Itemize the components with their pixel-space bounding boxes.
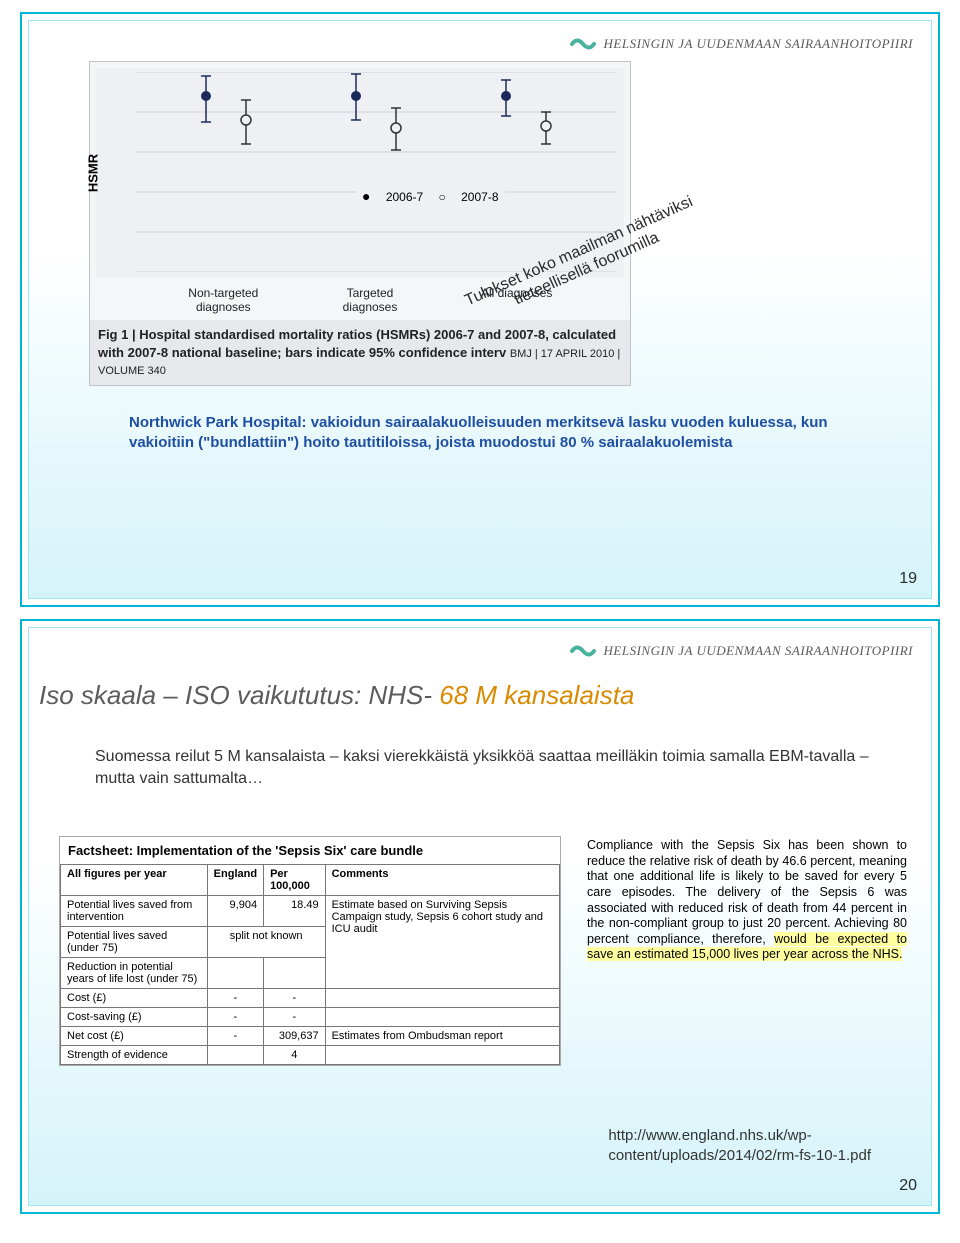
legend-marker-filled-icon: ● — [362, 188, 370, 204]
row4-eng: - — [207, 1008, 263, 1027]
row2-label: Reduction in potential years of life los… — [61, 958, 208, 989]
url-line1: http://www.england.nhs.uk/wp- — [608, 1127, 811, 1144]
row6-eng — [207, 1046, 263, 1065]
brand-text: HELSINGIN JA UUDENMAAN SAIRAANHOITOPIIRI — [604, 36, 913, 52]
title-accent: 68 M kansalaista — [439, 680, 634, 710]
row1-label: Potential lives saved (under 75) — [61, 927, 208, 958]
row3-eng: - — [207, 989, 263, 1008]
slide-2: HELSINGIN JA UUDENMAAN SAIRAANHOITOPIIRI… — [20, 619, 940, 1214]
brand-text: HELSINGIN JA UUDENMAAN SAIRAANHOITOPIIRI — [604, 643, 913, 659]
row0-eng: 9,904 — [207, 896, 263, 927]
slide-2-inner: HELSINGIN JA UUDENMAAN SAIRAANHOITOPIIRI… — [28, 627, 932, 1206]
page-number: 20 — [899, 1177, 917, 1195]
row4-label: Cost-saving (£) — [61, 1008, 208, 1027]
url-line2: content/uploads/2014/02/rm-fs-10-1.pdf — [608, 1147, 871, 1164]
slide2-subtitle: Suomessa reilut 5 M kansalaista – kaksi … — [95, 746, 885, 789]
slide-1-inner: HELSINGIN JA UUDENMAAN SAIRAANHOITOPIIRI… — [28, 20, 932, 599]
factsheet-title: Factsheet: Implementation of the 'Sepsis… — [60, 837, 560, 864]
northwick-caption: Northwick Park Hospital: vakioidun saira… — [129, 413, 849, 454]
row6-comment — [325, 1046, 559, 1065]
compliance-paragraph: Compliance with the Sepsis Six has been … — [587, 838, 907, 963]
brand-block: HELSINGIN JA UUDENMAAN SAIRAANHOITOPIIRI — [570, 35, 913, 53]
row3-comment — [325, 989, 559, 1008]
col-comments: Comments — [325, 865, 559, 896]
xlabel-1: Targeted diagnoses — [320, 286, 420, 314]
row2-eng — [207, 958, 263, 989]
slide2-title: Iso skaala – ISO vaikututus: NHS- 68 M k… — [39, 680, 634, 711]
legend-label-a: 2006-7 — [386, 190, 423, 204]
row0-comment: Estimate based on Surviving Sepsis Campa… — [325, 896, 559, 989]
row4-comment — [325, 1008, 559, 1027]
row5-label: Net cost (£) — [61, 1027, 208, 1046]
row5-eng: - — [207, 1027, 263, 1046]
hsmr-chart-box: HSMR 0 20 40 — [89, 61, 631, 386]
row4-per: - — [264, 1008, 326, 1027]
title-grey: Iso skaala – ISO vaikututus: NHS- — [39, 680, 439, 710]
row0-label: Potential lives saved from intervention — [61, 896, 208, 927]
chart-legend: ● 2006-7 ○ 2007-8 — [356, 188, 505, 204]
hus-logo-icon — [570, 35, 596, 53]
page-number: 19 — [899, 570, 917, 588]
row5-comment: Estimates from Ombudsman report — [325, 1027, 559, 1046]
hus-logo-icon — [570, 642, 596, 660]
row3-label: Cost (£) — [61, 989, 208, 1008]
row3-per: - — [264, 989, 326, 1008]
legend-marker-open-icon: ○ — [439, 190, 446, 204]
col-england: England — [207, 865, 263, 896]
row5-per: 309,637 — [264, 1027, 326, 1046]
brand-block: HELSINGIN JA UUDENMAAN SAIRAANHOITOPIIRI — [570, 642, 913, 660]
hsmr-chart-svg: 0 20 40 60 80 100 — [136, 72, 616, 272]
factsheet-box: Factsheet: Implementation of the 'Sepsis… — [59, 836, 561, 1066]
y-axis-label: HSMR — [86, 154, 101, 192]
row2-per — [264, 958, 326, 989]
row6-label: Strength of evidence — [61, 1046, 208, 1065]
figure-caption: Fig 1 | Hospital standardised mortality … — [90, 320, 630, 385]
slide-1: HELSINGIN JA UUDENMAAN SAIRAANHOITOPIIRI… — [20, 12, 940, 607]
source-url: http://www.england.nhs.uk/wp- content/up… — [608, 1126, 871, 1165]
legend-label-b: 2007-8 — [461, 190, 498, 204]
col-per100k: Per 100,000 — [264, 865, 326, 896]
compliance-text-a: Compliance with the Sepsis Six has been … — [587, 838, 907, 946]
row1-eng: split not known — [207, 927, 325, 958]
col-allfigures: All figures per year — [61, 865, 208, 896]
row0-per: 18.49 — [264, 896, 326, 927]
row6-per: 4 — [264, 1046, 326, 1065]
hsmr-chart-area: HSMR 0 20 40 — [96, 68, 624, 278]
xlabel-0: Non-targeted diagnoses — [173, 286, 273, 314]
factsheet-table: All figures per year England Per 100,000… — [60, 864, 560, 1065]
